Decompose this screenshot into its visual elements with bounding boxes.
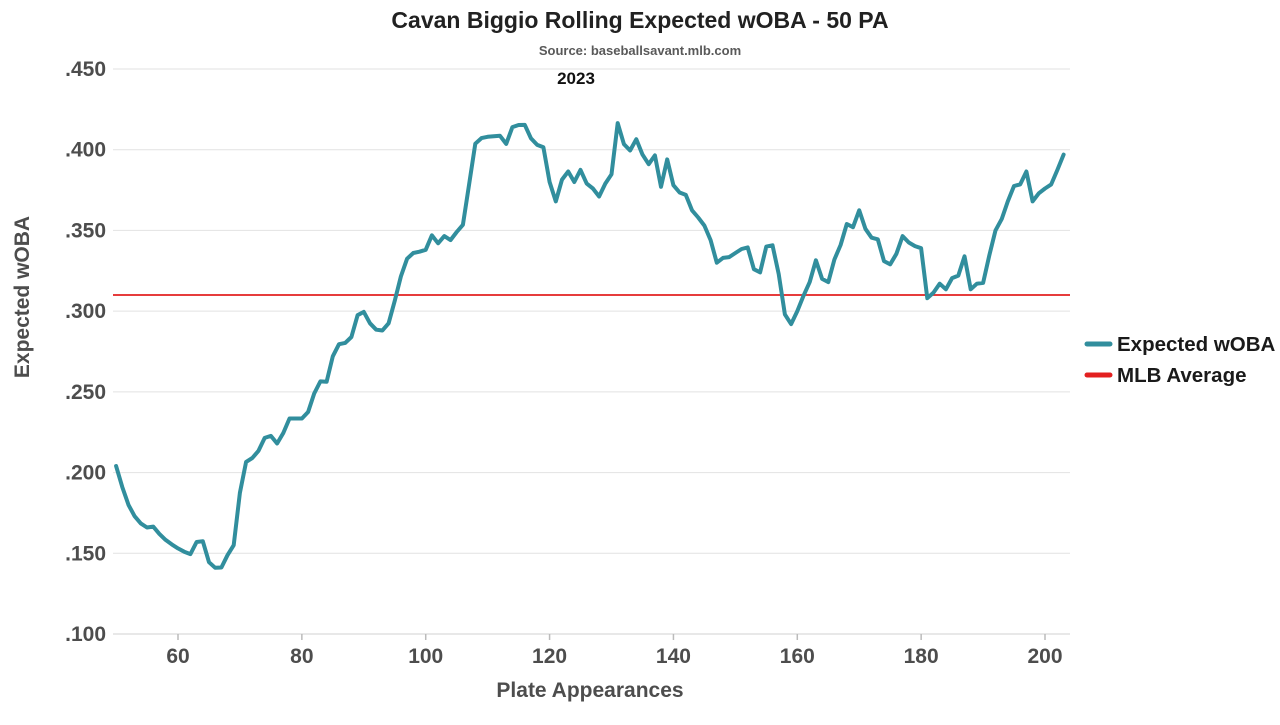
y-axis-title: Expected wOBA xyxy=(11,216,34,378)
facet-year-label: 2023 xyxy=(557,69,595,88)
x-tick-label: 100 xyxy=(408,645,443,668)
y-tick-label: .450 xyxy=(65,58,106,81)
y-tick-label: .200 xyxy=(65,462,106,485)
x-tick-label: 200 xyxy=(1027,645,1062,668)
y-tick-label: .400 xyxy=(65,139,106,162)
x-tick-label: 160 xyxy=(780,645,815,668)
x-tick-label: 120 xyxy=(532,645,567,668)
tick-labels-layer: .450 .400 .350 .300 .250 .200 .150 .100 60 80 100 1… xyxy=(65,58,1062,668)
x-tick-label: 140 xyxy=(656,645,691,668)
legend: Expected wOBA MLB Average xyxy=(1084,333,1276,387)
chart-title: Cavan Biggio Rolling Expected wOBA - 50 … xyxy=(391,7,888,33)
x-axis-title: Plate Appearances xyxy=(496,679,683,702)
y-tick-label: .100 xyxy=(65,623,106,646)
x-tick-label: 80 xyxy=(290,645,313,668)
gridlines-layer xyxy=(113,68,1070,635)
tick-marks-layer xyxy=(177,634,1046,640)
y-tick-label: .350 xyxy=(65,219,106,242)
legend-label-mlb-average: MLB Average xyxy=(1117,364,1247,387)
y-tick-label: .300 xyxy=(65,300,106,323)
x-tick-label: 180 xyxy=(904,645,939,668)
expected-woba-line xyxy=(114,121,1066,570)
legend-label-expected-woba: Expected wOBA xyxy=(1117,333,1276,356)
data-lines-layer xyxy=(113,121,1070,570)
x-tick-label: 60 xyxy=(166,645,189,668)
y-tick-label: .150 xyxy=(65,542,106,565)
chart-subtitle: Source: baseballsavant.mlb.com xyxy=(539,43,741,58)
y-tick-label: .250 xyxy=(65,381,106,404)
